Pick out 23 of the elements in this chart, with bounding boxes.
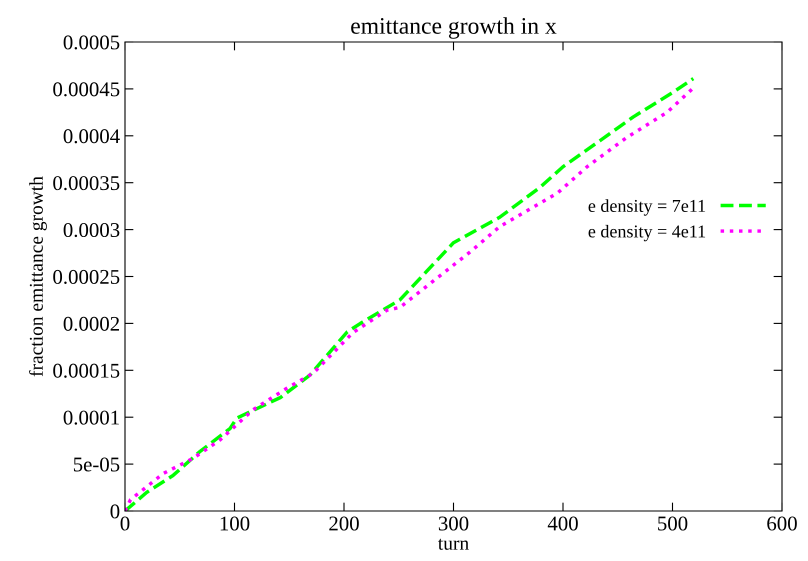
- x-tick-label: 600: [767, 516, 797, 531]
- y-tick-label: 0: [110, 504, 120, 518]
- chart-title: emittance growth in x: [351, 17, 556, 39]
- y-tick-label: 0.00045: [53, 82, 120, 96]
- y-axis-title: fraction emittance growth: [28, 176, 47, 376]
- y-tick-label: 0.0004: [64, 129, 120, 144]
- x-tick-label: 400: [548, 516, 578, 531]
- x-tick-label: 500: [658, 516, 688, 531]
- y-tick-label: 0.00025: [53, 270, 120, 284]
- y-tick-label: 0.0005: [64, 35, 120, 50]
- x-tick-label: 0: [120, 516, 130, 531]
- x-axis-title: turn: [438, 538, 469, 550]
- legend-label: e density = 7e11: [588, 199, 706, 216]
- legend-label: e density = 4e11: [588, 224, 706, 242]
- x-tick-label: 100: [220, 516, 250, 531]
- y-tick-label: 0.0002: [64, 316, 119, 331]
- y-tick-label: 0.00035: [53, 176, 120, 190]
- y-tick-label: 0.00015: [53, 364, 120, 378]
- x-tick-label: 200: [329, 516, 359, 531]
- y-tick-label: 0.0003: [64, 222, 120, 238]
- x-tick-label: 300: [438, 516, 468, 531]
- y-tick-label: 0.0001: [64, 410, 119, 425]
- y-tick-label: 5e-05: [74, 457, 120, 472]
